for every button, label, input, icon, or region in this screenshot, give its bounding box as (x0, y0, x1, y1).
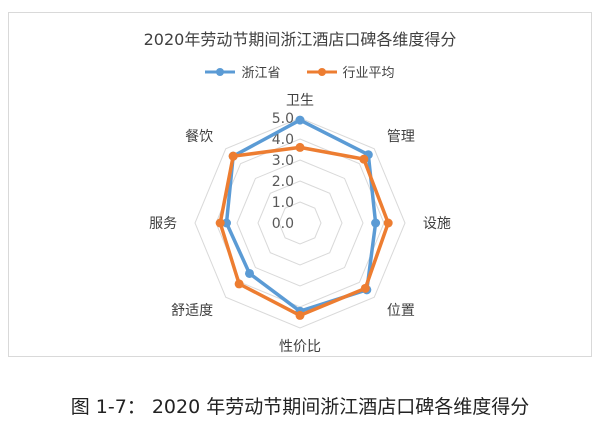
category-label: 餐饮 (185, 129, 213, 145)
legend-marker-zhejiang (205, 67, 236, 76)
legend-item-industry: 行业平均 (306, 62, 395, 81)
chart-frame (8, 12, 592, 357)
figure-caption: 图 1-7： 2020 年劳动节期间浙江酒店口碑各维度得分 (70, 396, 530, 418)
data-point-1 (359, 154, 369, 164)
data-point-1 (228, 151, 238, 161)
category-label: 管理 (387, 129, 415, 145)
grid-ring (257, 180, 343, 266)
tick-label: 5.0 (272, 111, 294, 127)
tick-label: 0.0 (272, 216, 294, 232)
chart-title: 2020年劳动节期间浙江酒店口碑各维度得分 (143, 30, 457, 49)
data-point-0 (295, 115, 305, 125)
tick-label: 3.0 (272, 153, 294, 169)
legend-item-zhejiang: 浙江省 (205, 62, 281, 81)
category-label: 卫生 (286, 93, 314, 109)
tick-label: 4.0 (272, 132, 294, 148)
data-point-0 (245, 268, 255, 278)
data-point-1 (383, 218, 393, 228)
data-point-0 (371, 218, 381, 228)
tick-label: 2.0 (272, 174, 294, 190)
legend: 浙江省 行业平均 (0, 62, 600, 81)
legend-marker-industry (306, 67, 337, 76)
data-point-1 (234, 279, 244, 289)
legend-label-zhejiang: 浙江省 (241, 66, 281, 81)
category-label: 服务 (149, 216, 177, 232)
data-point-0 (222, 218, 231, 228)
legend-label-industry: 行业平均 (342, 66, 395, 81)
data-point-1 (215, 218, 225, 228)
category-label: 舒适度 (171, 303, 213, 319)
tick-label: 1.0 (272, 195, 294, 211)
data-point-1 (295, 142, 305, 152)
grid-ring (236, 159, 364, 287)
data-point-1 (360, 283, 370, 293)
grid-ring (194, 117, 406, 329)
category-label: 位置 (387, 303, 415, 319)
category-label: 性价比 (279, 339, 321, 355)
category-label: 设施 (423, 216, 451, 232)
data-point-1 (295, 310, 305, 320)
grid-ring (278, 201, 322, 245)
